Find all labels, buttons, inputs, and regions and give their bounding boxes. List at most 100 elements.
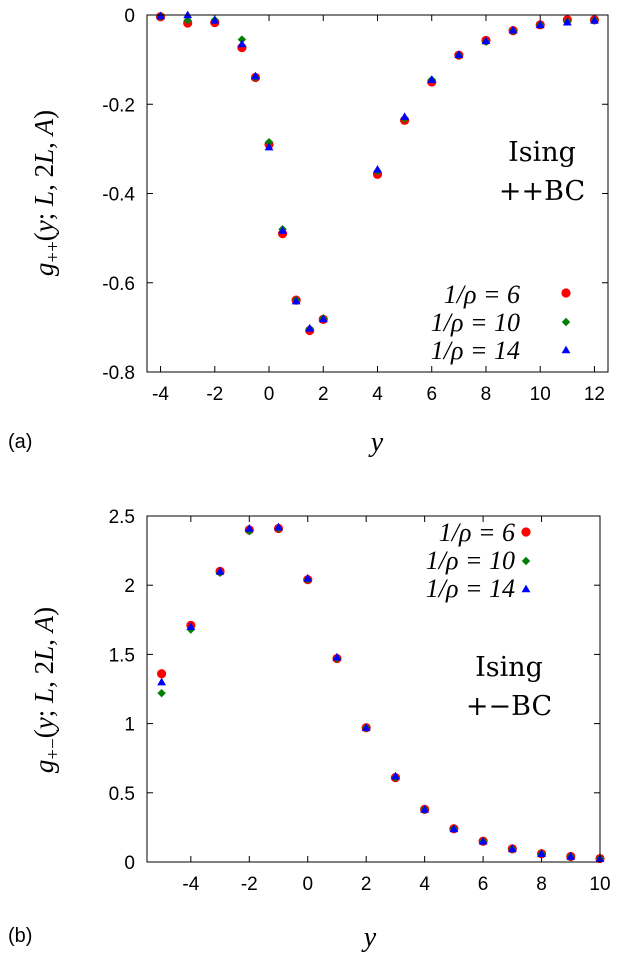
- data-point-triangle: [215, 566, 225, 575]
- y-tick-label: -0.2: [102, 95, 135, 116]
- y-tick-label: 0: [124, 853, 135, 874]
- panel-a-y-axis-label-g: g: [29, 263, 59, 277]
- data-point-diamond: [264, 137, 274, 147]
- x-tick-label: -2: [206, 384, 223, 405]
- panel-a-legend: 1/ρ = 6 1/ρ = 10 1/ρ = 14: [431, 280, 571, 365]
- data-point-triangle: [478, 836, 488, 845]
- panel-a-ticks: -4 -2 0 2 4 6 8 10 12 0 -0.2 -0.4 -0.6 -0.8: [102, 6, 608, 405]
- data-point-triangle: [590, 15, 599, 24]
- panel-b-annotation-line2: +−BC: [466, 691, 552, 722]
- data-point-triangle: [561, 345, 571, 354]
- data-point-triangle: [537, 849, 546, 857]
- legend-entry-label: 1/ρ = 14: [431, 336, 520, 365]
- y-tick-label: 0.5: [109, 784, 135, 805]
- panel-a-frame: [146, 14, 609, 373]
- y-tick-label: 1: [124, 715, 135, 736]
- panel-b-legend: 1/ρ = 6 1/ρ = 10 1/ρ = 14: [426, 518, 531, 603]
- data-point-circle: [521, 527, 531, 537]
- x-tick-label: 2: [318, 384, 329, 405]
- legend-entry-marker: [561, 345, 571, 354]
- legend-entry-marker: [521, 584, 531, 593]
- data-point-triangle: [264, 142, 274, 151]
- legend-entry-label: 1/ρ = 6: [439, 518, 515, 547]
- panel-b-points: [157, 522, 605, 864]
- series-3: [157, 522, 605, 862]
- data-point-triangle: [305, 323, 315, 332]
- x-tick-label: 12: [584, 384, 605, 405]
- data-point-triangle: [521, 584, 531, 593]
- panel-a-tag: (a): [8, 431, 32, 453]
- panel-b-annotation-line1: Ising: [475, 652, 543, 683]
- x-tick-label: -2: [241, 874, 258, 895]
- data-point-triangle: [303, 573, 313, 582]
- x-tick-label: 0: [302, 874, 313, 895]
- x-tick-label: 6: [426, 384, 437, 405]
- x-tick-label: 8: [536, 874, 547, 895]
- panel-b-frame: [146, 515, 601, 863]
- y-tick-label: 2: [124, 576, 135, 597]
- data-point-triangle: [291, 296, 301, 305]
- legend-entry-marker: [561, 288, 571, 298]
- data-point-circle: [157, 669, 167, 679]
- data-point-diamond: [521, 556, 531, 566]
- data-point-circle: [561, 288, 571, 298]
- data-point-triangle: [508, 25, 518, 34]
- y-tick-label: -0.8: [102, 363, 135, 384]
- panel-b-y-axis-label-g: g: [29, 760, 59, 774]
- legend-entry-label: 1/ρ = 6: [444, 280, 520, 309]
- panel-b-y-axis-label: g+−(y; L, 2L, A): [29, 607, 64, 773]
- data-point-triangle: [562, 17, 572, 26]
- panel-a-y-axis-label: g++(y; L, 2L, A): [29, 110, 64, 276]
- x-tick-label: 4: [419, 874, 430, 895]
- series-3: [156, 10, 599, 332]
- legend-entry-label: 1/ρ = 10: [431, 308, 520, 337]
- data-point-triangle: [427, 75, 437, 84]
- data-point-diamond: [561, 317, 571, 327]
- data-point-triangle: [361, 723, 371, 732]
- x-tick-label: -4: [182, 874, 199, 895]
- y-tick-label: 1.5: [109, 645, 135, 666]
- panel-b-y-axis-label-sub: +−: [43, 738, 64, 759]
- legend-entry-label: 1/ρ = 10: [426, 546, 515, 575]
- data-point-triangle: [332, 652, 342, 661]
- y-tick-label: -0.6: [102, 274, 135, 295]
- data-point-diamond: [157, 688, 166, 698]
- panel-b-y-axis-label-args: (y; L, 2L, A): [29, 607, 59, 738]
- x-tick-label: 8: [481, 384, 492, 405]
- data-point-triangle: [251, 71, 260, 80]
- panel-a-y-axis-label-sub: ++: [43, 241, 64, 262]
- data-point-triangle: [400, 112, 410, 121]
- data-point-triangle: [535, 20, 545, 29]
- x-tick-label: 6: [478, 874, 489, 895]
- panel-a: -4 -2 0 2 4 6 8 10 120-0.2-0.4-0.6-0.8 (a) y g++…: [8, 6, 609, 458]
- panel-b-x-axis-label: y: [361, 922, 377, 953]
- data-point-triangle: [210, 15, 220, 24]
- panel-b-tag: (b): [8, 925, 32, 947]
- data-point-triangle: [373, 165, 382, 173]
- data-point-triangle: [391, 771, 400, 780]
- data-point-triangle: [278, 226, 287, 234]
- panel-b: -4 -2 0 2 4 6 8 10 0 0.5 1 1.5 2 2.5 (b) y g+−(y; L, …: [8, 507, 611, 953]
- data-point-triangle: [481, 36, 491, 45]
- panel-a-annotation-line1: Ising: [508, 137, 576, 168]
- panel-a-y-axis-label-args: (y; L, 2L, A): [29, 110, 59, 241]
- legend-entry-label: 1/ρ = 14: [426, 574, 515, 603]
- data-point-triangle: [157, 677, 167, 686]
- panel-a-annotation-line2: ++BC: [499, 176, 585, 207]
- data-point-triangle: [318, 314, 328, 323]
- x-tick-label: -4: [152, 384, 169, 405]
- y-tick-label: 2.5: [109, 507, 135, 528]
- x-tick-label: 0: [264, 384, 275, 405]
- data-point-triangle: [420, 805, 430, 813]
- data-point-triangle: [244, 524, 254, 532]
- y-tick-label: -0.4: [102, 185, 135, 206]
- y-tick-label: 0: [124, 6, 135, 27]
- x-tick-label: 2: [361, 874, 372, 895]
- data-point-triangle: [183, 10, 193, 19]
- data-point-diamond: [237, 35, 247, 44]
- legend-entry-marker: [521, 556, 531, 566]
- data-point-triangle: [186, 622, 196, 631]
- legend-entry-marker: [521, 527, 531, 537]
- panel-a-points: [155, 10, 600, 336]
